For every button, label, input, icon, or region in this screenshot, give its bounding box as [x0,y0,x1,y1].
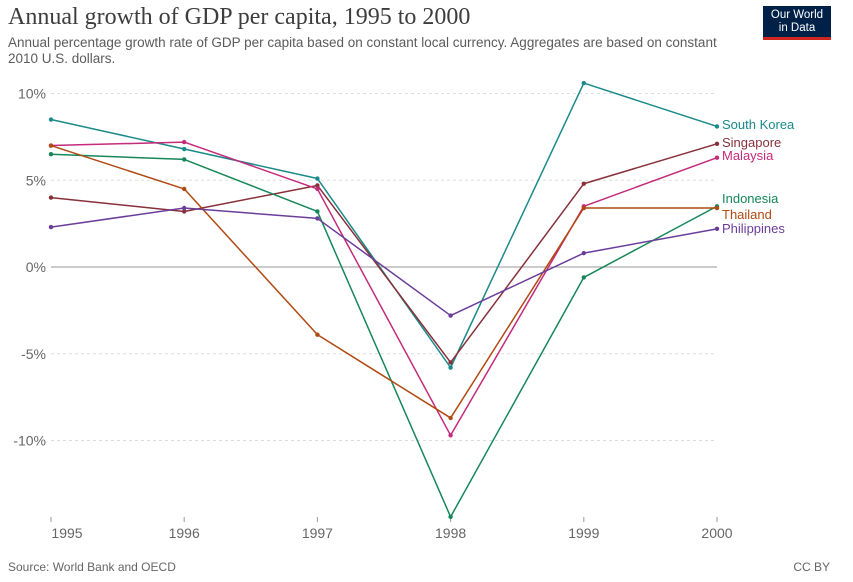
license-note[interactable]: CC BY [793,560,830,574]
data-point[interactable] [48,143,54,148]
data-point[interactable] [448,360,453,365]
series-line[interactable] [50,144,717,419]
logo-accent-bar [763,37,831,40]
series-line[interactable] [50,153,718,518]
x-tick-label: 1998 [435,525,466,541]
data-point[interactable] [714,205,720,211]
y-tick-label: 5% [26,172,46,188]
data-point[interactable] [448,514,453,520]
x-tick-label: 1997 [302,525,333,541]
data-point[interactable] [448,313,453,318]
chart-title: Annual growth of GDP per capita, 1995 to… [8,4,471,30]
y-tick-label: -10% [13,433,46,449]
legend-label[interactable]: Philippines [722,221,785,236]
data-point[interactable] [182,186,187,192]
data-point[interactable] [448,415,453,421]
data-point[interactable] [182,146,187,152]
data-point[interactable] [714,226,720,232]
source-note[interactable]: Source: World Bank and OECD [8,560,176,574]
legend-label[interactable]: South Korea [722,117,795,132]
logo-line2: in Data [778,22,816,34]
y-tick-label: 10% [18,86,46,102]
data-point[interactable] [315,332,320,337]
data-point[interactable] [581,205,586,211]
data-point[interactable] [581,80,586,86]
owid-logo[interactable]: Our World in Data [763,6,831,40]
data-point[interactable] [315,183,320,188]
data-point[interactable] [714,155,720,160]
data-point[interactable] [714,141,720,147]
series-line[interactable] [50,143,718,364]
data-point[interactable] [448,433,453,438]
data-point[interactable] [182,205,187,211]
data-point[interactable] [315,209,320,214]
axis-layer: 10% 5% 0% -5% -10% 1995 1996 1997 1998 1999 2000 [13,86,732,542]
data-point[interactable] [48,224,54,230]
y-tick-label: 0% [26,259,46,275]
series-line[interactable] [50,82,718,369]
data-point[interactable] [48,195,54,200]
x-tick-label: 2000 [701,525,732,541]
x-tick-label: 1999 [568,525,599,541]
data-point[interactable] [315,176,320,181]
logo-line1: Our World [770,9,824,21]
legend-label[interactable]: Thailand [722,207,772,222]
data-point[interactable] [48,117,54,122]
chart-subtitle: Annual percentage growth rate of GDP per… [8,35,717,66]
data-point[interactable] [315,216,320,221]
data-point[interactable] [714,124,720,129]
legend-label[interactable]: Singapore [722,135,781,150]
data-point[interactable] [182,139,187,145]
series-line[interactable] [50,141,718,437]
data-point[interactable] [581,275,586,280]
data-point[interactable] [581,181,586,186]
series-line[interactable] [50,207,718,317]
y-tick-label: -5% [21,346,46,362]
legend-label[interactable]: Malaysia [722,148,774,163]
data-point[interactable] [315,186,320,192]
data-point[interactable] [182,157,187,162]
series-layer [48,80,720,520]
data-point[interactable] [182,209,187,214]
legend-label[interactable]: Indonesia [722,191,779,206]
x-tick-label: 1996 [169,525,200,541]
x-tick-label: 1995 [51,525,82,541]
data-point[interactable] [581,250,586,256]
data-point[interactable] [48,152,54,157]
data-point[interactable] [448,365,453,370]
